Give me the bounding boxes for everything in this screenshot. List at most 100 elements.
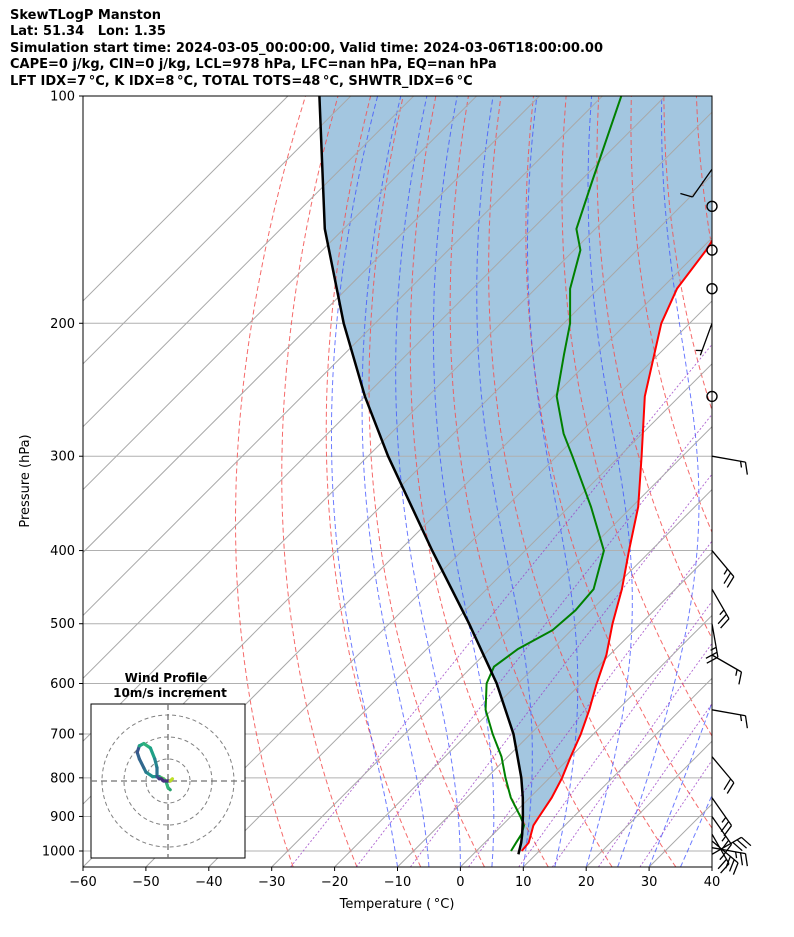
x-tick-label: 40 [704, 875, 721, 890]
isotherm [460, 614, 712, 867]
y-tick-label: 700 [50, 728, 75, 743]
location-line: Lat: 51.34 Lon: 1.35 [10, 24, 166, 40]
hodograph-segment [148, 746, 157, 761]
moist-adiabats [331, 96, 712, 867]
moist-adiabat [395, 96, 461, 867]
x-axis: −60 −50 −40 −30 −20 −10 0 10 20 30 40 [69, 867, 720, 890]
mixing-ratio-line [518, 600, 712, 867]
cin-area [319, 96, 712, 851]
dry-adiabat [235, 96, 306, 867]
wind-barb [711, 847, 748, 867]
moist-adiabat [361, 96, 430, 867]
wind-barb [695, 323, 713, 356]
y-tick-label: 500 [50, 617, 75, 632]
isotherm [83, 96, 666, 680]
dry-adiabat [663, 96, 712, 412]
wind-barb [706, 200, 718, 213]
isotherm [83, 96, 289, 302]
chart-header: SkewTLogP Manston Lat: 51.34 Lon: 1.35 S… [10, 8, 603, 90]
wind-barb [711, 588, 730, 629]
y-tick-label: 800 [50, 771, 75, 786]
wind-barb [711, 833, 730, 874]
dry-adiabat [488, 96, 677, 867]
y-tick-label: 600 [50, 677, 75, 692]
hodograph-segment [137, 757, 146, 770]
isotherm [397, 551, 712, 867]
index-line: LFT IDX=7 °C, K IDX=8 °C, TOTAL TOTS=48 … [10, 73, 473, 89]
y-tick-label: 900 [50, 810, 75, 825]
x-tick-label: −60 [69, 875, 96, 890]
isotherm [271, 425, 712, 867]
dry-adiabat [762, 96, 794, 867]
parcel-line [318, 96, 525, 855]
mixing-ratio-line [639, 759, 712, 867]
profile-lines [318, 96, 712, 855]
hodograph-title: Wind Profile [125, 671, 208, 685]
isotherm [83, 96, 352, 365]
x-tick-label: −40 [195, 875, 222, 890]
dry-adiabat [561, 96, 712, 737]
isotherm [711, 866, 712, 867]
x-tick-label: 0 [456, 875, 464, 890]
moist-adiabat [476, 96, 533, 867]
x-tick-label: 20 [578, 875, 595, 890]
chart-title: SkewTLogP Manston [10, 8, 162, 23]
moist-adiabat [432, 96, 495, 867]
dry-adiabat [281, 96, 358, 867]
wind-barb [711, 756, 735, 794]
moist-adiabat [648, 700, 712, 867]
wind-barb [711, 455, 748, 475]
wind-barb [711, 550, 735, 588]
isotherm [208, 363, 712, 867]
isotherm [83, 96, 540, 554]
isotherm [145, 300, 712, 867]
moist-adiabat [617, 96, 700, 867]
wind-barb [711, 654, 743, 685]
wind-barb [706, 244, 718, 256]
x-tick-label: −50 [132, 875, 159, 890]
y-tick-label: 200 [50, 317, 75, 332]
isotherm [334, 488, 712, 867]
wind-barb [706, 390, 718, 403]
wind-barbs [680, 168, 752, 875]
moist-adiabat [680, 794, 712, 867]
x-tick-label: 30 [641, 875, 658, 890]
dry-adiabat [325, 96, 422, 867]
x-tick-label: −30 [258, 875, 285, 890]
wind-barb [680, 168, 713, 198]
moist-adiabat [527, 96, 579, 867]
mixing-ratio-line [290, 343, 712, 867]
moist-adiabat [585, 96, 633, 867]
wind-barb [706, 283, 718, 295]
dry-adiabat [729, 96, 794, 867]
temperature-line [520, 239, 712, 852]
isotherm [83, 111, 712, 742]
mixing-ratio-lines [290, 343, 712, 867]
x-tick-label: −20 [321, 875, 348, 890]
dry-adiabat [449, 96, 613, 867]
mixing-ratio-line [468, 540, 712, 867]
wind-barb [711, 709, 748, 729]
hodograph-inset: Wind Profile 10m/s increment [90, 671, 246, 859]
hodograph-ring [145, 758, 191, 804]
x-tick-label: −10 [384, 875, 411, 890]
wind-barb [705, 623, 719, 664]
y-tick-label: 1000 [42, 845, 75, 860]
hodograph-subtitle: 10m/s increment [113, 686, 227, 700]
mixing-ratio-line [598, 702, 712, 867]
x-tick-label: 10 [515, 875, 532, 890]
y-tick-label: 400 [50, 544, 75, 559]
wind-barb [711, 836, 752, 855]
y-axis: 1000 900 800 700 600 500 400 300 200 100 [42, 90, 83, 860]
y-tick-label: 100 [50, 90, 75, 105]
x-axis-label: Temperature ( °C) [339, 897, 455, 912]
mixing-ratio-line [551, 642, 712, 867]
stability-line: CAPE=0 j/kg, CIN=0 j/kg, LCL=978 hPa, LF… [10, 57, 497, 73]
moist-adiabat [331, 96, 398, 867]
isotherm [522, 677, 712, 867]
isotherm [83, 96, 603, 617]
hodograph-segment [168, 777, 174, 783]
isotherm [83, 96, 477, 491]
dewpoint-line [484, 96, 623, 852]
